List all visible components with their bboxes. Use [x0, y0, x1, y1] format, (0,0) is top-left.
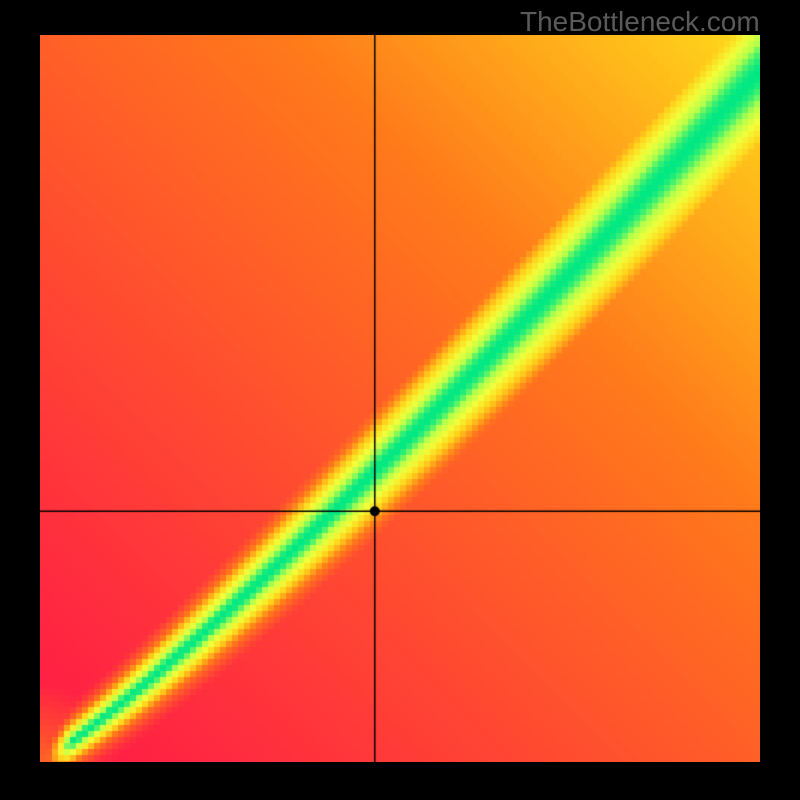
bottleneck-heatmap [40, 35, 760, 762]
watermark-text: TheBottleneck.com [520, 6, 760, 38]
